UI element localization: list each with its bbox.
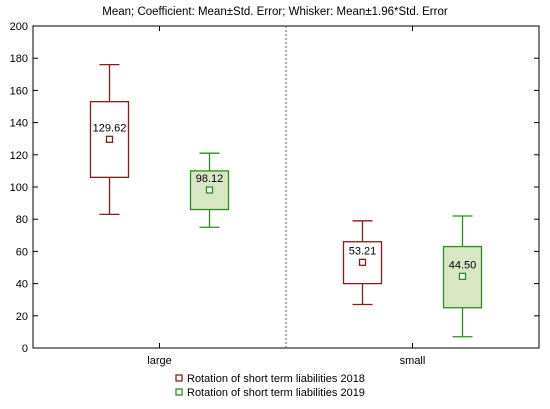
legend-marker <box>175 388 183 396</box>
box-small-series-0: 53.21 <box>342 220 383 306</box>
box-large-series-0: 129.62 <box>89 63 130 216</box>
box-large-series-1: 98.12 <box>189 152 230 228</box>
legend-label: Rotation of short term liabilities 2018 <box>187 373 365 385</box>
boxes-layer: 129.62 53.21 98.12 44.50 <box>89 63 483 338</box>
x-category-label: large <box>147 355 171 367</box>
y-tick-label: 120 <box>10 150 28 162</box>
y-tick-label: 40 <box>16 279 28 291</box>
mean-marker <box>105 135 114 143</box>
mean-marker <box>358 258 367 266</box>
box-small-series-1: 44.50 <box>442 215 483 338</box>
y-tick-label: 20 <box>16 311 28 323</box>
y-tick-label: 0 <box>22 343 28 355</box>
mean-marker <box>205 186 214 194</box>
mean-value-label: 98.12 <box>196 173 224 185</box>
y-tick-label: 60 <box>16 246 28 258</box>
x-axis: large small <box>147 26 425 367</box>
legend-label: Rotation of short term liabilities 2019 <box>187 387 365 399</box>
y-tick-label: 100 <box>10 182 28 194</box>
y-tick-label: 140 <box>10 118 28 130</box>
mean-marker <box>458 272 467 281</box>
legend-marker <box>175 374 183 382</box>
y-tick-label: 200 <box>10 21 28 33</box>
mean-value-label: 53.21 <box>349 245 377 257</box>
y-tick-label: 160 <box>10 85 28 97</box>
chart-title: Mean; Coefficient: Mean±Std. Error; Whis… <box>102 6 448 18</box>
mean-value-label: 129.62 <box>93 122 127 134</box>
x-category-label: small <box>400 355 426 367</box>
mean-value-label: 44.50 <box>449 259 477 271</box>
y-axis: 0 20 40 60 80 100 120 140 160 180 200 <box>10 21 539 355</box>
y-tick-label: 80 <box>16 214 28 226</box>
legend: Rotation of short term liabilities 2018 R… <box>175 373 365 399</box>
y-tick-label: 180 <box>10 53 28 65</box>
